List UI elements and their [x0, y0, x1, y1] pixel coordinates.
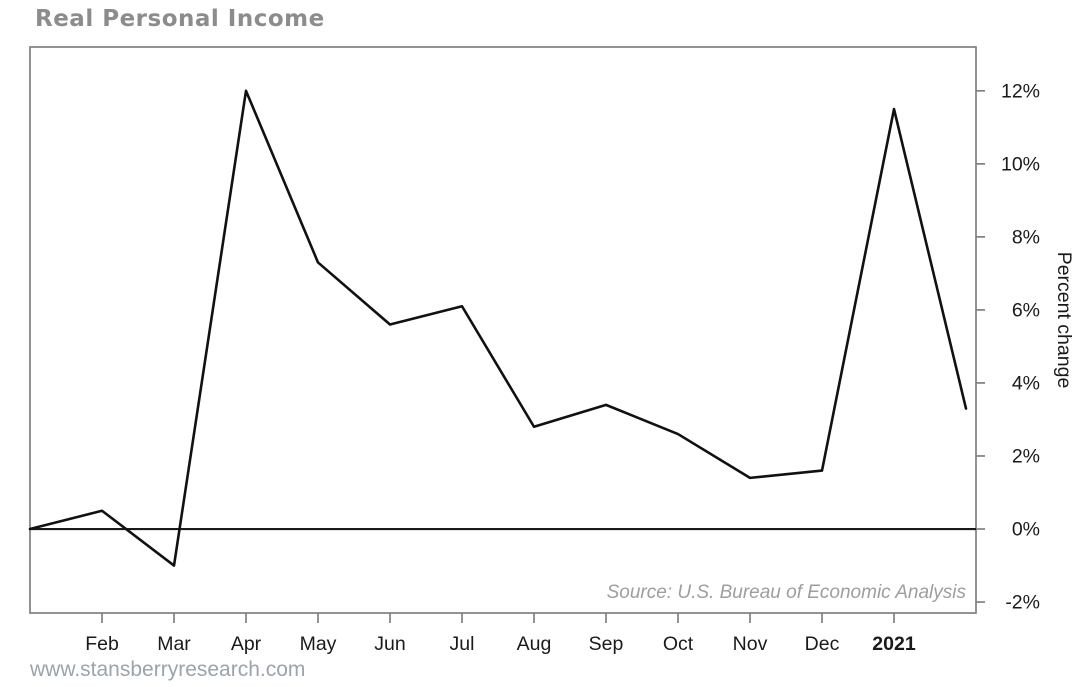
y-tick-label: 2%: [1012, 445, 1040, 467]
x-axis: Feb Mar Apr May Jun Jul Aug Sep Oct Nov Dec 2021: [85, 613, 916, 655]
site-url: www.stansberryresearch.com: [30, 658, 306, 681]
x-tick-label: Mar: [157, 633, 191, 655]
y-axis: -2% 0% 2% 4% 6% 8% 10% 12%: [976, 80, 1040, 614]
x-tick-label: May: [300, 633, 337, 655]
y-tick-label: 12%: [1001, 80, 1040, 102]
y-tick-label: 6%: [1012, 299, 1040, 321]
y-axis-title: Percent change: [1053, 252, 1075, 389]
x-tick-label: 2021: [872, 633, 916, 655]
income-line: [28, 89, 968, 567]
x-tick-label: Jul: [450, 633, 475, 655]
x-tick-label: Feb: [85, 633, 119, 655]
y-tick-label: 0%: [1012, 519, 1040, 541]
x-tick-label: Dec: [805, 633, 840, 655]
x-tick-label: Apr: [231, 633, 262, 655]
y-tick-label: 8%: [1012, 226, 1040, 248]
chart-title: Real Personal Income: [35, 6, 325, 32]
x-tick-label: Sep: [589, 633, 624, 655]
source-note: Source: U.S. Bureau of Economic Analysis: [607, 582, 967, 603]
y-tick-label: -2%: [1005, 592, 1040, 614]
x-tick-label: Nov: [733, 633, 768, 655]
x-tick-label: Aug: [517, 633, 552, 655]
x-tick-label: Oct: [663, 633, 694, 655]
x-tick-label: Jun: [374, 633, 405, 655]
plot-border: [29, 46, 977, 614]
y-tick-label: 4%: [1012, 372, 1040, 394]
y-tick-label: 10%: [1001, 153, 1040, 175]
